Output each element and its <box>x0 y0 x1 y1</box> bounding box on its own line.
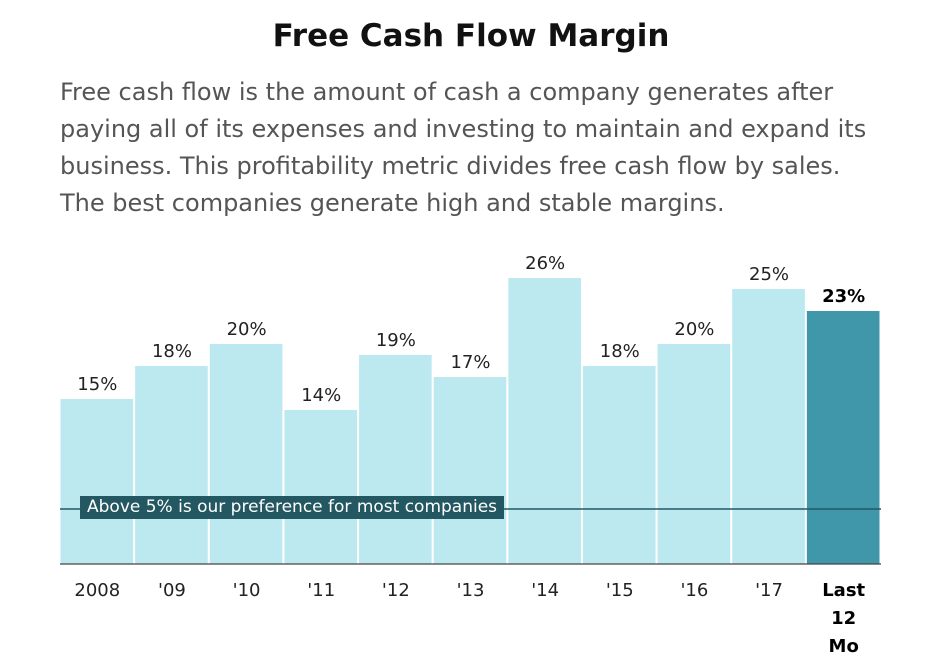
x-tick-label-4: '12 <box>382 580 410 601</box>
bar-6 <box>508 278 581 564</box>
x-tick-label-8: '16 <box>680 580 708 601</box>
x-tick-label-10: Last 12 Mo <box>822 580 865 657</box>
x-tick-label-7: '15 <box>606 580 634 601</box>
bar-9 <box>732 289 805 564</box>
chart-title: Free Cash Flow Margin <box>272 18 670 54</box>
data-label-9: 25% <box>749 264 789 285</box>
data-label-1: 18% <box>152 341 192 362</box>
chart-subtitle: Free cash flow is the amount of cash a c… <box>60 78 867 217</box>
data-label-5: 17% <box>450 352 490 373</box>
data-label-8: 20% <box>674 319 714 340</box>
bar-10 <box>806 311 880 564</box>
data-label-6: 26% <box>525 253 565 274</box>
data-label-7: 18% <box>600 341 640 362</box>
x-tick-label-5: '13 <box>457 580 485 601</box>
x-tick-label-3: '11 <box>307 580 335 601</box>
x-tick-label-6: '14 <box>531 580 559 601</box>
bar-3 <box>284 410 358 564</box>
data-label-4: 19% <box>376 330 416 351</box>
data-label-3: 14% <box>301 385 341 406</box>
x-tick-label-1: '09 <box>158 580 186 601</box>
data-label-10: 23% <box>822 286 865 307</box>
reference-line-label: Above 5% is our preference for most comp… <box>80 496 505 519</box>
bar-2 <box>209 344 283 564</box>
data-label-0: 15% <box>77 374 117 395</box>
bar-1 <box>135 366 208 564</box>
bar-4 <box>359 355 432 564</box>
bar-8 <box>657 344 731 564</box>
x-tick-label-9: '17 <box>755 580 783 601</box>
data-label-2: 20% <box>227 319 267 340</box>
bar-7 <box>582 366 656 564</box>
x-tick-label-0: 2008 <box>74 580 120 601</box>
bar-0 <box>60 399 134 564</box>
x-tick-label-2: '10 <box>233 580 261 601</box>
bar-5 <box>433 377 507 564</box>
